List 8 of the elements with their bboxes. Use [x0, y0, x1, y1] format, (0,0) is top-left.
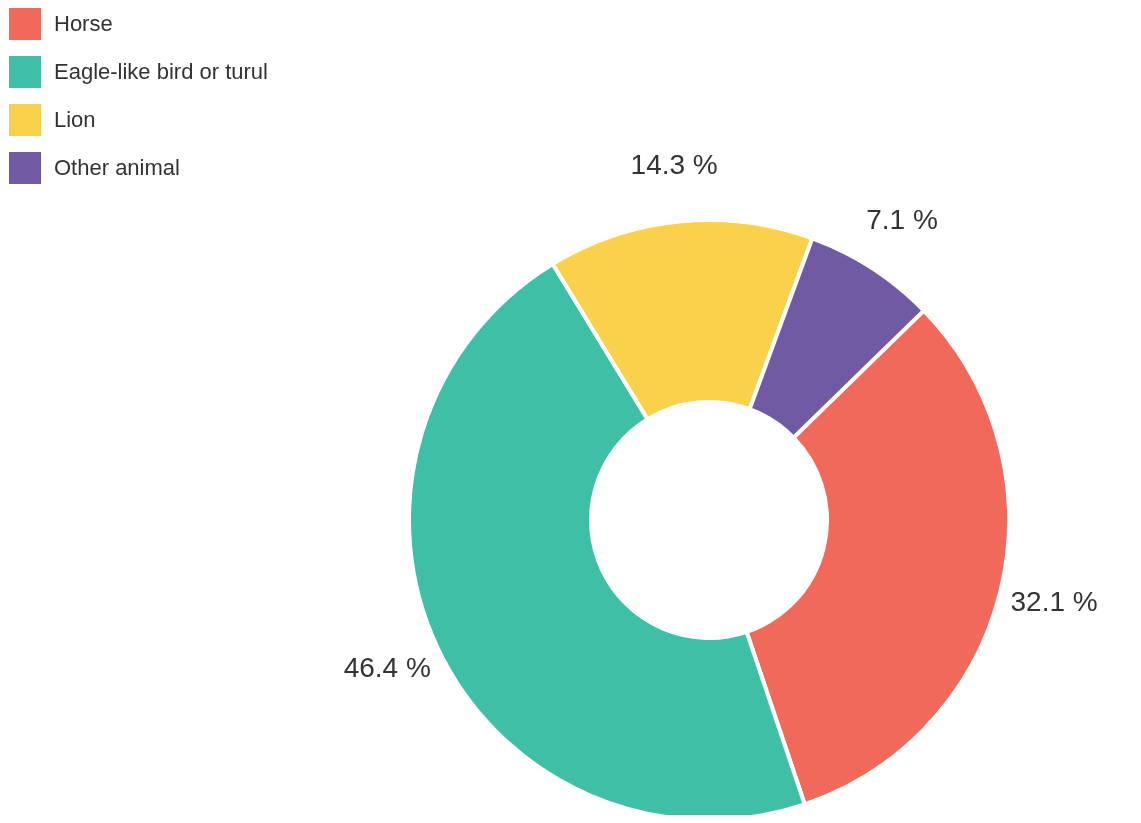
legend-label: Horse [54, 10, 113, 36]
data-label: 14.3 % [630, 149, 718, 181]
legend-label: Eagle-like bird or turul [54, 58, 268, 84]
data-label: 7.1 % [866, 204, 938, 236]
data-label: 46.4 % [343, 652, 431, 684]
legend-label: Lion [54, 106, 96, 132]
legend-label: Other animal [54, 154, 180, 180]
data-label: 32.1 % [1010, 585, 1098, 617]
